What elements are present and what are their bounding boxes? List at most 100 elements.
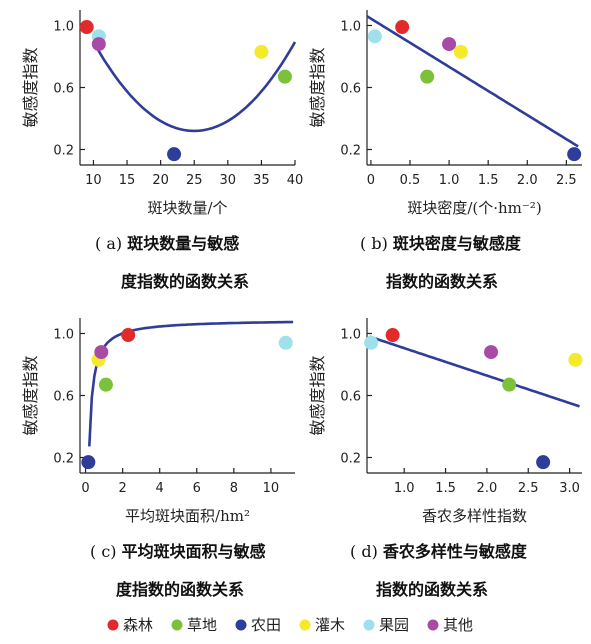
legend-swatch xyxy=(235,619,247,631)
data-point xyxy=(484,345,499,360)
chart-panel-b: 0.2 0.6 1.0 0 0.5 1.0 1.5 2.0 2.5 敏感度指数斑块密度/(个·hm… xyxy=(308,10,582,291)
x-tick-label: 2.0 xyxy=(477,481,498,496)
y-axis-label: 敏感度指数 xyxy=(308,355,327,435)
caption-line-2: 度指数的函数关系 xyxy=(116,580,244,599)
caption-title: 平均斑块面积与敏感 xyxy=(122,542,266,561)
legend-item: 农田 xyxy=(235,616,281,634)
y-tick-label: 0.2 xyxy=(53,144,74,159)
data-point xyxy=(567,147,582,162)
x-tick-label: 0.5 xyxy=(400,173,421,188)
x-tick-label: 40 xyxy=(287,173,304,188)
y-tick-label: 1.0 xyxy=(340,328,361,343)
data-point xyxy=(91,37,106,52)
x-tick-label: 6 xyxy=(193,481,201,496)
legend-item: 果园 xyxy=(363,616,409,634)
x-tick-label: 2.5 xyxy=(518,481,539,496)
data-point xyxy=(453,44,468,59)
data-point xyxy=(277,69,292,84)
x-tick-label: 10 xyxy=(85,173,102,188)
axes xyxy=(79,318,295,474)
x-tick-label: 0 xyxy=(367,173,375,188)
legend-label: 果园 xyxy=(379,616,409,634)
x-tick-label: 25 xyxy=(186,173,203,188)
data-point xyxy=(81,455,96,470)
y-tick-label: 0.6 xyxy=(53,82,74,97)
x-tick-label: 20 xyxy=(152,173,169,188)
data-point xyxy=(502,377,517,392)
caption-title: 斑块密度与敏感度 xyxy=(393,234,522,253)
data-point xyxy=(442,37,457,52)
x-tick-label: 30 xyxy=(220,173,237,188)
fit-line xyxy=(366,15,579,148)
caption-title: 香农多样性与敏感度 xyxy=(382,542,528,561)
data-point xyxy=(367,29,382,44)
caption-prefix: ( d) xyxy=(350,542,383,561)
data-point xyxy=(536,455,551,470)
legend-item: 森林 xyxy=(107,616,153,634)
y-tick-label: 0.6 xyxy=(340,82,361,97)
caption-line-2: 指数的函数关系 xyxy=(386,272,498,291)
y-tick-label: 1.0 xyxy=(53,20,74,35)
data-point xyxy=(79,20,94,35)
x-tick-label: 1.0 xyxy=(439,173,460,188)
caption-prefix: ( c) xyxy=(90,542,122,561)
legend-item: 其他 xyxy=(427,616,473,634)
data-point xyxy=(254,44,269,59)
legend-label: 森林 xyxy=(123,616,153,634)
legend-swatch xyxy=(427,619,439,631)
data-point xyxy=(420,69,435,84)
caption-line-1: ( d) 香农多样性与敏感度 xyxy=(350,542,528,561)
data-point xyxy=(568,352,583,367)
x-tick-label: 1.0 xyxy=(394,481,415,496)
x-tick-label: 8 xyxy=(230,481,238,496)
y-tick-label: 1.0 xyxy=(53,328,74,343)
fit-line xyxy=(92,41,297,133)
legend-item: 草地 xyxy=(171,616,217,634)
x-axis-label: 平均斑块面积/hm² xyxy=(125,507,250,525)
x-axis-label: 斑块数量/个 xyxy=(147,199,227,217)
data-point xyxy=(94,345,109,360)
data-point xyxy=(364,335,379,350)
caption-line-2: 指数的函数关系 xyxy=(376,580,488,599)
y-tick-label: 0.2 xyxy=(340,452,361,467)
y-tick-label: 1.0 xyxy=(340,20,361,35)
x-tick-label: 35 xyxy=(253,173,270,188)
caption-title: 斑块数量与敏感 xyxy=(127,234,239,253)
x-axis-label: 香农多样性指数 xyxy=(422,507,527,525)
data-point xyxy=(167,147,182,162)
x-tick-label: 10 xyxy=(263,481,280,496)
legend: 森林 草地 农田 灌木 果园 其他 xyxy=(107,616,473,634)
caption-prefix: ( a) xyxy=(95,234,127,253)
x-tick-label: 15 xyxy=(119,173,136,188)
x-tick-label: 1.5 xyxy=(435,481,456,496)
legend-label: 其他 xyxy=(443,616,473,634)
x-tick-label: 2.0 xyxy=(517,173,538,188)
x-tick-label: 1.5 xyxy=(478,173,499,188)
y-tick-label: 0.6 xyxy=(53,390,74,405)
y-axis-label: 敏感度指数 xyxy=(308,47,327,127)
legend-swatch xyxy=(107,619,119,631)
caption-line-1: ( a) 斑块数量与敏感 xyxy=(95,234,239,253)
data-point xyxy=(385,328,400,343)
caption-line-1: ( b) 斑块密度与敏感度 xyxy=(360,234,522,253)
legend-label: 草地 xyxy=(187,616,217,634)
data-point xyxy=(278,335,293,350)
caption-line-1: ( c) 平均斑块面积与敏感 xyxy=(90,542,266,561)
x-axis-label: 斑块密度/(个·hm⁻²) xyxy=(407,199,541,217)
legend-swatch xyxy=(299,619,311,631)
y-tick-label: 0.2 xyxy=(53,452,74,467)
y-tick-label: 0.6 xyxy=(340,390,361,405)
legend-label: 农田 xyxy=(251,616,281,634)
legend-swatch xyxy=(363,619,375,631)
data-point xyxy=(121,328,136,343)
data-point xyxy=(98,377,113,392)
y-axis-label: 敏感度指数 xyxy=(21,355,40,435)
y-axis-label: 敏感度指数 xyxy=(21,47,40,127)
x-tick-label: 0 xyxy=(81,481,89,496)
caption-line-2: 度指数的函数关系 xyxy=(121,272,249,291)
x-tick-label: 2.5 xyxy=(556,173,577,188)
